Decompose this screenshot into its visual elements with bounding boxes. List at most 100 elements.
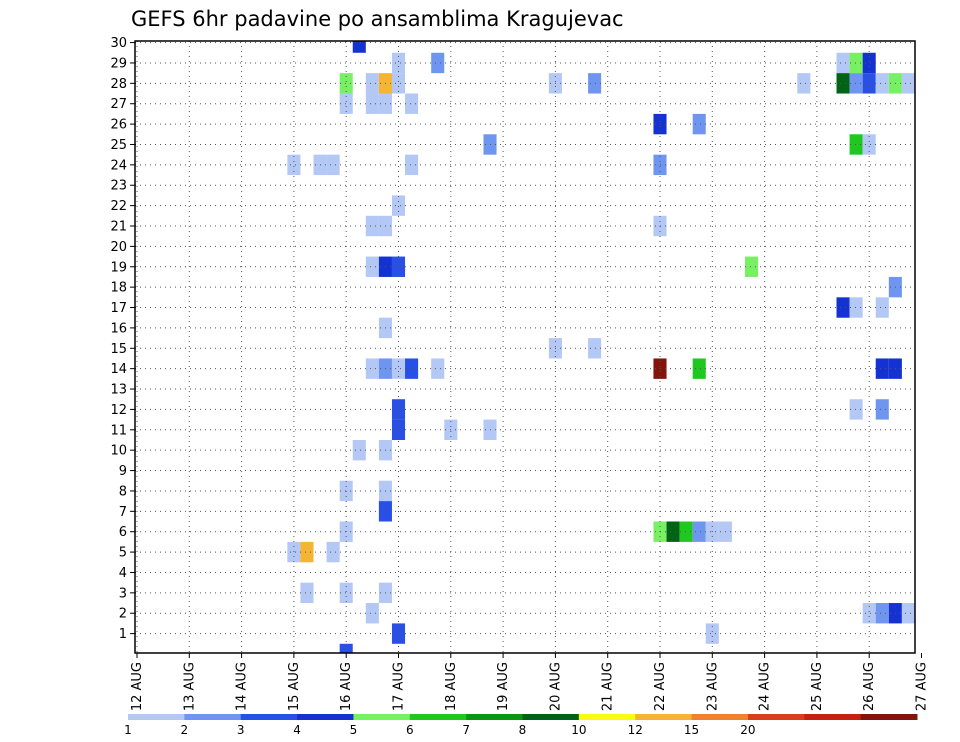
heatmap-cell (365, 256, 379, 277)
y-tick-label: 1 (119, 627, 127, 642)
x-tick-label: 21 AUG (601, 662, 616, 711)
y-tick-label: 17 (110, 301, 127, 316)
y-tick-label: 27 (110, 97, 127, 112)
heatmap-cell (875, 603, 889, 624)
colorbar-tick-label: 1 (124, 723, 132, 737)
y-tick-label: 10 (110, 444, 127, 459)
heatmap-cell (744, 256, 759, 277)
y-tick-label: 14 (110, 362, 127, 377)
heatmap-cell (849, 73, 863, 94)
heatmap-cell (339, 73, 353, 94)
y-tick-label: 20 (110, 240, 127, 255)
heatmap-cell (365, 93, 379, 114)
heatmap-cell (849, 52, 863, 74)
colorbar-swatch (128, 714, 185, 720)
colorbar-tick-label: 3 (237, 723, 245, 737)
colorbar-swatch (240, 714, 298, 720)
colorbar-swatch (804, 714, 862, 720)
heatmap-cells (287, 41, 915, 653)
heatmap-cell (339, 582, 353, 604)
x-tick-label: 23 AUG (705, 662, 720, 711)
heatmap-cell (365, 215, 379, 237)
colorbar-swatch (409, 714, 467, 720)
heatmap-cell (352, 41, 366, 53)
colorbar-swatch (184, 714, 242, 720)
heatmap-cell (836, 73, 850, 94)
heatmap-cell (875, 358, 889, 379)
x-tick-label: 18 AUG (444, 662, 459, 711)
heatmap-cell (692, 358, 706, 379)
colorbar-swatch (578, 714, 636, 720)
x-tick-label: 13 AUG (182, 662, 197, 711)
y-tick-label: 4 (119, 566, 127, 581)
y-tick-label: 19 (110, 260, 127, 275)
y-tick-label: 23 (110, 179, 127, 194)
x-tick-label: 17 AUG (392, 662, 407, 711)
heatmap-cell (705, 623, 719, 644)
heatmap-cell (339, 480, 353, 502)
heatmap-cell (431, 52, 445, 74)
heatmap-cell (326, 154, 340, 176)
heatmap-cell (391, 623, 406, 644)
heatmap-cell (588, 338, 602, 359)
colorbar-tick-label: 2 (181, 723, 189, 737)
y-tick-label: 30 (110, 36, 127, 51)
x-tick-label: 27 AUG (915, 662, 930, 711)
y-tick-label: 18 (110, 281, 127, 296)
x-tick-label: 20 AUG (548, 662, 563, 711)
y-tick-label: 6 (119, 525, 127, 540)
plot-frame (134, 40, 916, 654)
heatmap-cell (862, 73, 876, 94)
heatmap-cell (692, 521, 706, 542)
heatmap-cell (836, 297, 850, 318)
colorbar-tick-label: 10 (571, 723, 586, 737)
heatmap-cell (391, 399, 406, 420)
colorbar-tick-label: 12 (628, 723, 643, 737)
y-tick-label: 13 (110, 383, 127, 398)
heatmap-cell (849, 399, 863, 420)
x-tick-label: 14 AUG (235, 662, 250, 711)
axes: 1234567891011121314151617181920212223242… (110, 36, 929, 711)
heatmap-cell (666, 521, 680, 542)
colorbar-tick-label: 6 (406, 723, 414, 737)
y-tick-label: 11 (110, 423, 127, 438)
heatmap-cell (901, 73, 915, 94)
y-tick-label: 5 (119, 546, 127, 561)
heatmap-cell (849, 297, 863, 318)
heatmap-cell (875, 399, 889, 420)
colorbar-swatch (747, 714, 805, 720)
heatmap-cell (431, 358, 445, 379)
heatmap-cell (365, 603, 379, 624)
heatmap-cell (326, 541, 340, 563)
heatmap-cell (875, 73, 889, 94)
heatmap-cell (797, 73, 811, 94)
colorbar-swatch (860, 714, 918, 720)
colorbar-swatch (297, 714, 354, 720)
heatmap-cell (692, 113, 706, 135)
heatmap-cell (391, 52, 406, 74)
colorbar-tick-label: 7 (462, 723, 470, 737)
heatmap-cell (352, 439, 366, 461)
colorbar-swatch (691, 714, 749, 720)
heatmap-cell (849, 134, 863, 155)
colorbar-swatch (466, 714, 523, 720)
heatmap-cell (391, 358, 406, 379)
y-tick-label: 22 (110, 199, 127, 214)
x-tick-label: 16 AUG (339, 662, 354, 711)
heatmap-cell (287, 154, 301, 176)
colorbar-swatch (353, 714, 411, 720)
gridlines (135, 41, 915, 653)
heatmap-cell (365, 73, 379, 94)
heatmap-cell (300, 582, 314, 604)
heatmap-cell (287, 541, 301, 563)
y-tick-label: 3 (119, 586, 127, 601)
heatmap-cell (365, 358, 379, 379)
heatmap-cell (300, 541, 314, 563)
y-tick-label: 9 (119, 464, 127, 479)
y-tick-label: 25 (110, 138, 127, 153)
x-tick-label: 22 AUG (653, 662, 668, 711)
y-tick-label: 2 (119, 607, 127, 622)
heatmap-cell (862, 134, 876, 155)
colorbar-tick-label: 8 (519, 723, 527, 737)
